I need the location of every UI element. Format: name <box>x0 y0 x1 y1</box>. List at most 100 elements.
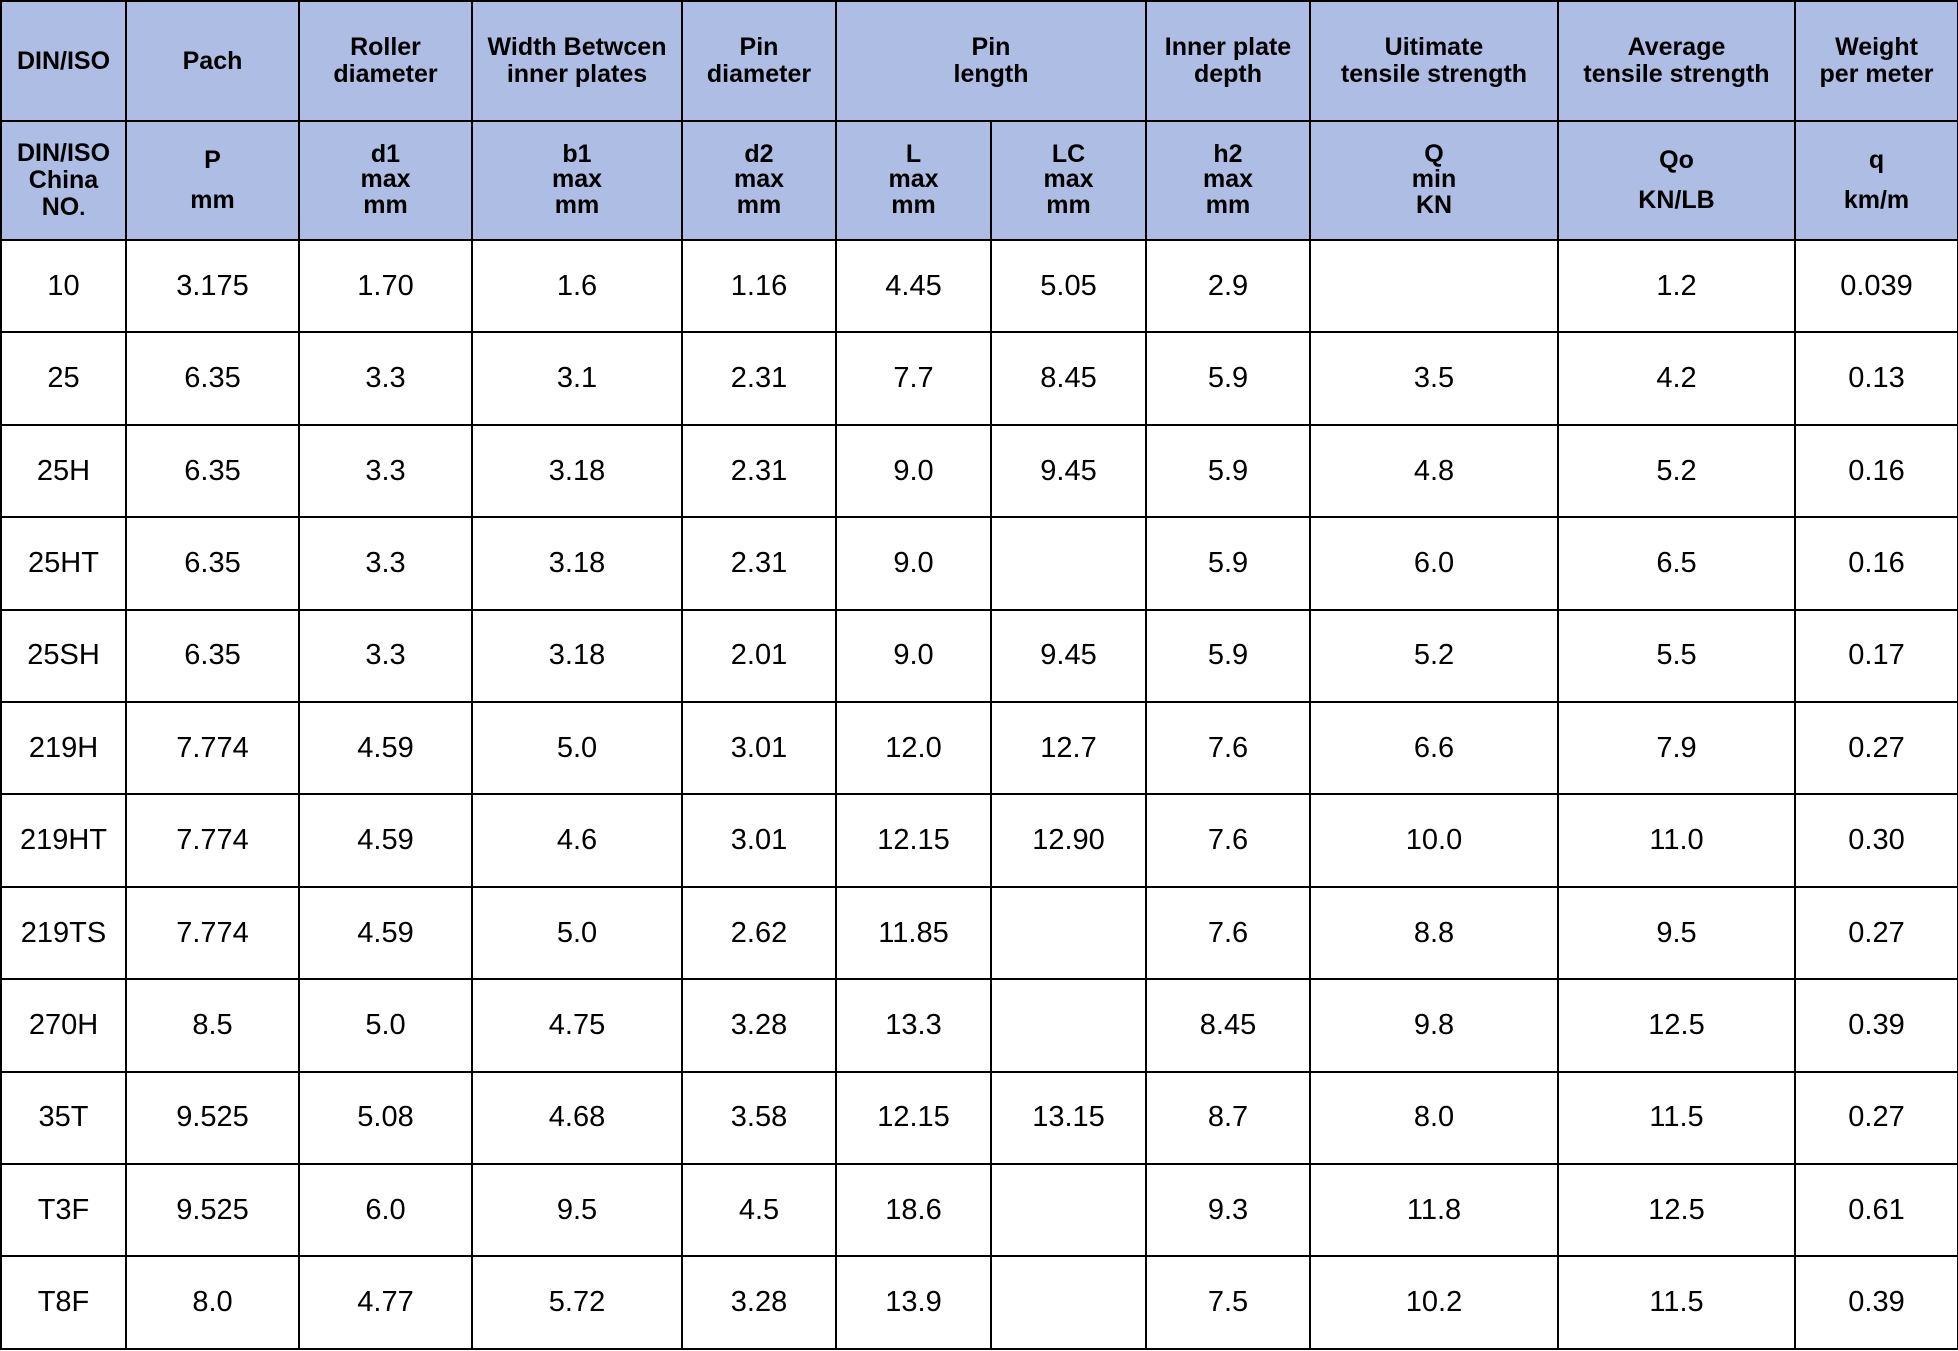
cell-no: T3F <box>0 1163 127 1258</box>
cell-l: 18.6 <box>835 1163 992 1258</box>
sub-header-lc: LC max mm <box>990 120 1147 241</box>
sub-header-no: DIN/ISO China NO. <box>0 120 127 241</box>
cell-d2: 3.58 <box>681 1070 837 1166</box>
cell-h2: 7.6 <box>1145 885 1311 981</box>
cell-l: 13.3 <box>835 978 992 1073</box>
cell-no: 25 <box>0 331 127 426</box>
cell-qo: 11.5 <box>1557 1255 1796 1350</box>
cell-d1: 4.59 <box>298 793 473 888</box>
cell-h2: 8.45 <box>1145 978 1311 1073</box>
cell-d1: 3.3 <box>298 423 473 519</box>
cell-no: 25SH <box>0 608 127 704</box>
cell-pitch: 3.175 <box>125 238 300 334</box>
col-title-pin-length: Pin length <box>835 0 1147 122</box>
cell-h2: 7.5 <box>1145 1255 1311 1350</box>
cell-lc <box>990 978 1147 1073</box>
cell-d1: 4.59 <box>298 701 473 796</box>
cell-d2: 2.01 <box>681 608 837 704</box>
cell-b1: 3.18 <box>471 608 683 704</box>
cell-d1: 4.77 <box>298 1255 473 1350</box>
cell-l: 12.0 <box>835 701 992 796</box>
cell-lc: 13.15 <box>990 1070 1147 1166</box>
cell-q: 5.2 <box>1309 608 1559 704</box>
cell-no: 219H <box>0 701 127 796</box>
cell-b1: 9.5 <box>471 1163 683 1258</box>
cell-qo: 1.2 <box>1557 238 1796 334</box>
cell-q: 10.2 <box>1309 1255 1559 1350</box>
sub-header-d2: d2 max mm <box>681 120 837 241</box>
cell-d2: 3.28 <box>681 978 837 1073</box>
cell-lc: 9.45 <box>990 608 1147 704</box>
table-body: 10 3.175 1.70 1.6 1.16 4.45 5.05 2.9 1.2 0.039 25 6… <box>0 238 1958 1350</box>
cell-weight: 0.39 <box>1794 978 1958 1073</box>
cell-lc <box>990 516 1147 611</box>
cell-b1: 4.68 <box>471 1070 683 1166</box>
col-title-inner-plate-depth: Inner plate depth <box>1145 0 1311 122</box>
cell-d2: 4.5 <box>681 1163 837 1258</box>
cell-d2: 2.31 <box>681 423 837 519</box>
cell-b1: 3.18 <box>471 516 683 611</box>
cell-h2: 2.9 <box>1145 238 1311 334</box>
cell-qo: 7.9 <box>1557 701 1796 796</box>
cell-b1: 1.6 <box>471 238 683 334</box>
cell-d1: 3.3 <box>298 331 473 426</box>
cell-no: 25HT <box>0 516 127 611</box>
sub-header-l: L max mm <box>835 120 992 241</box>
cell-weight: 0.39 <box>1794 1255 1958 1350</box>
header-row-titles: DIN/ISO Pach Roller diameter Width Betwce… <box>0 0 1958 122</box>
table-row: 25 6.35 3.3 3.1 2.31 7.7 8.45 5.9 3.5 4.2 0.13 <box>0 331 1958 426</box>
cell-l: 9.0 <box>835 423 992 519</box>
cell-pitch: 7.774 <box>125 885 300 981</box>
sub-header-d1: d1 max mm <box>298 120 473 241</box>
cell-pitch: 6.35 <box>125 331 300 426</box>
cell-d1: 1.70 <box>298 238 473 334</box>
col-title-din-iso: DIN/ISO <box>0 0 127 122</box>
cell-q: 9.8 <box>1309 978 1559 1073</box>
cell-no: T8F <box>0 1255 127 1350</box>
cell-q: 11.8 <box>1309 1163 1559 1258</box>
cell-pitch: 7.774 <box>125 701 300 796</box>
cell-d2: 3.01 <box>681 701 837 796</box>
cell-l: 11.85 <box>835 885 992 981</box>
table-row: T3F 9.525 6.0 9.5 4.5 18.6 9.3 11.8 12.5 0.61 <box>0 1163 1958 1258</box>
cell-h2: 5.9 <box>1145 608 1311 704</box>
col-title-inner-width: Width Betwcen inner plates <box>471 0 683 122</box>
cell-l: 4.45 <box>835 238 992 334</box>
cell-lc <box>990 1255 1147 1350</box>
cell-no: 270H <box>0 978 127 1073</box>
cell-lc <box>990 885 1147 981</box>
col-title-pitch: Pach <box>125 0 300 122</box>
cell-d2: 2.62 <box>681 885 837 981</box>
col-title-weight: Weight per meter <box>1794 0 1958 122</box>
sub-header-q: Q min KN <box>1309 120 1559 241</box>
table-row: 10 3.175 1.70 1.6 1.16 4.45 5.05 2.9 1.2 0.039 <box>0 238 1958 334</box>
cell-weight: 0.30 <box>1794 793 1958 888</box>
cell-weight: 0.17 <box>1794 608 1958 704</box>
cell-b1: 4.6 <box>471 793 683 888</box>
cell-d2: 3.28 <box>681 1255 837 1350</box>
cell-qo: 5.2 <box>1557 423 1796 519</box>
cell-no: 25H <box>0 423 127 519</box>
cell-qo: 12.5 <box>1557 1163 1796 1258</box>
cell-l: 12.15 <box>835 793 992 888</box>
col-title-ultimate-tensile: Uitimate tensile strength <box>1309 0 1559 122</box>
cell-l: 12.15 <box>835 1070 992 1166</box>
cell-b1: 4.75 <box>471 978 683 1073</box>
col-title-roller-diameter: Roller diameter <box>298 0 473 122</box>
table-row: 219H 7.774 4.59 5.0 3.01 12.0 12.7 7.6 6.6 7.9 0.2… <box>0 701 1958 796</box>
cell-l: 13.9 <box>835 1255 992 1350</box>
cell-l: 9.0 <box>835 516 992 611</box>
cell-no: 219HT <box>0 793 127 888</box>
cell-qo: 6.5 <box>1557 516 1796 611</box>
cell-qo: 12.5 <box>1557 978 1796 1073</box>
cell-pitch: 6.35 <box>125 608 300 704</box>
cell-d1: 5.08 <box>298 1070 473 1166</box>
cell-d1: 4.59 <box>298 885 473 981</box>
cell-d1: 5.0 <box>298 978 473 1073</box>
sub-header-no-label: NO <box>41 193 80 221</box>
cell-d1: 3.3 <box>298 516 473 611</box>
table-row: 35T 9.525 5.08 4.68 3.58 12.15 13.15 8.7 8.0 11.5… <box>0 1070 1958 1166</box>
cell-q: 3.5 <box>1309 331 1559 426</box>
sub-header-p: P mm <box>125 120 300 241</box>
cell-b1: 5.72 <box>471 1255 683 1350</box>
